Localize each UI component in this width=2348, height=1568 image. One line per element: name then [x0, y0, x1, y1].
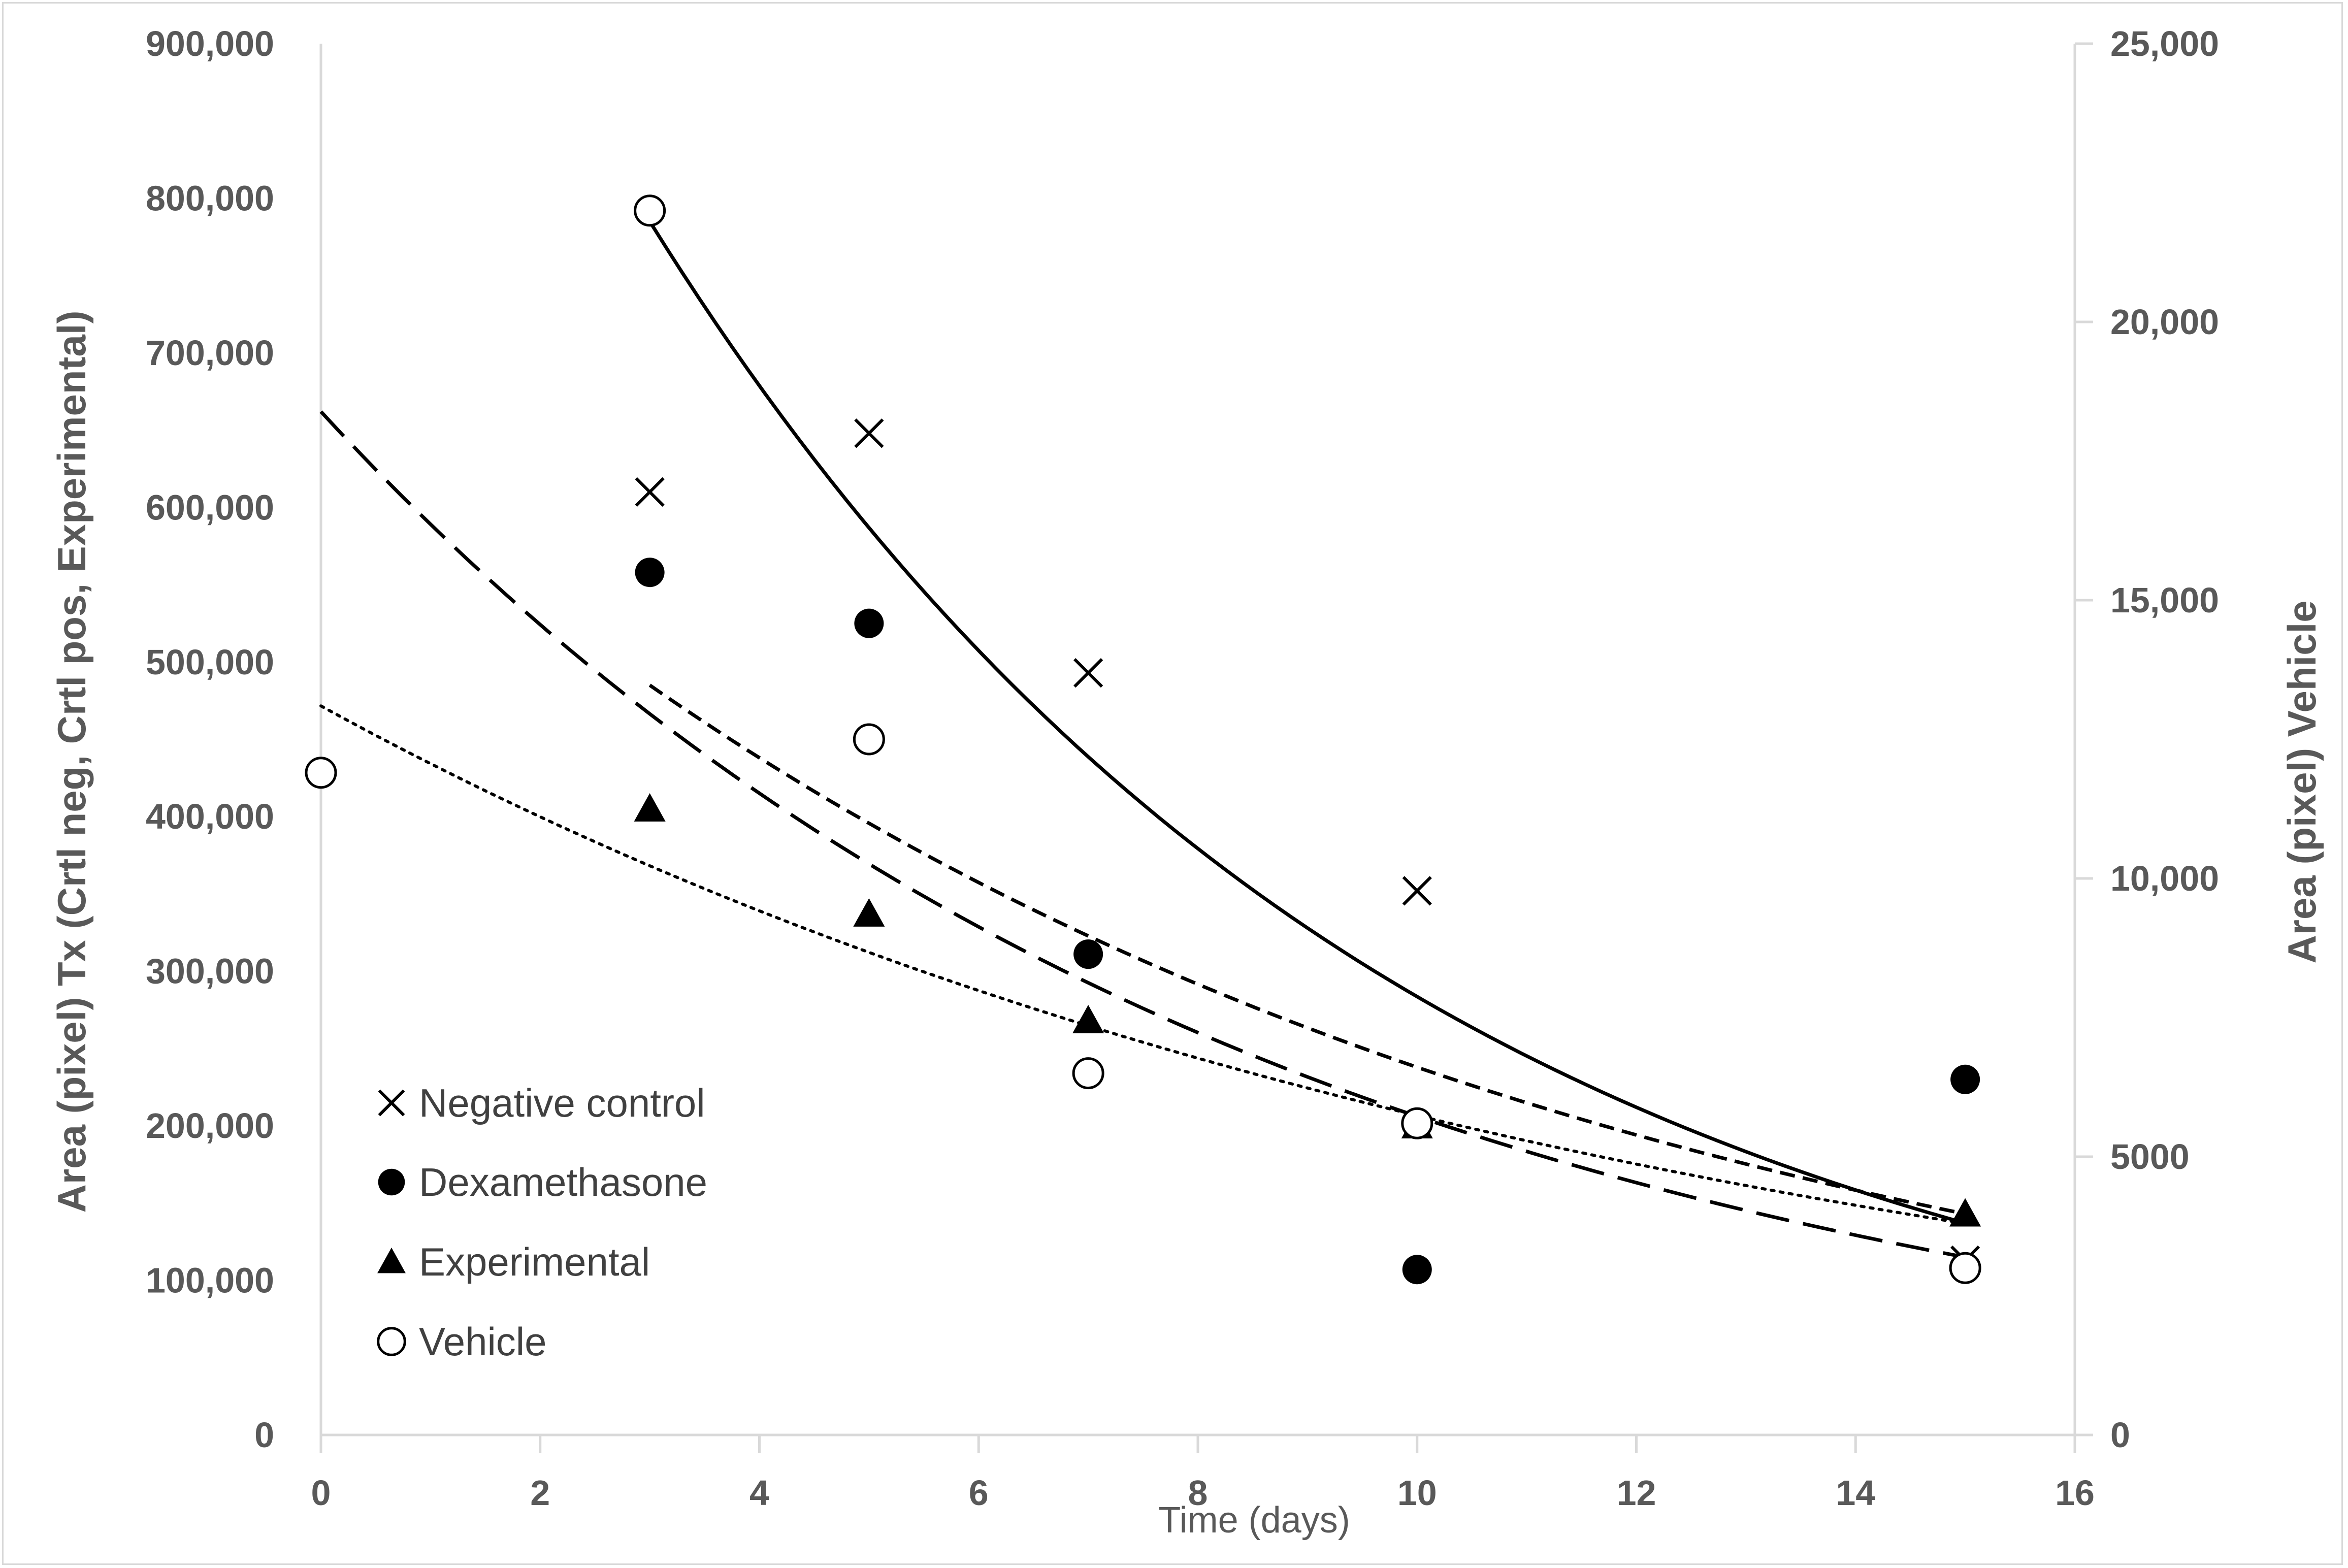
- point-vehicle: [1072, 1057, 1104, 1090]
- y-right-tick-label: 0: [2110, 1415, 2130, 1455]
- point-vehicle: [634, 194, 666, 227]
- data-markers: [305, 194, 1981, 1285]
- legend-item-vehicle: Vehicle: [377, 1319, 547, 1364]
- legend-item-negative-control: Negative control: [378, 1081, 705, 1125]
- point-dexamethasone: [1073, 939, 1103, 969]
- marker-stroke: [1073, 658, 1103, 688]
- point-dexamethasone: [635, 558, 665, 587]
- trendline-vehicle: [319, 704, 1967, 1225]
- trendlines: [319, 220, 1967, 1259]
- y-left-tick-label: 200,000: [146, 1106, 274, 1146]
- point-vehicle: [1401, 1107, 1433, 1139]
- legend-label-experimental: Experimental: [419, 1239, 650, 1284]
- legend-label-dexamethasone: Dexamethasone: [419, 1160, 707, 1204]
- y-right-tick-label: 10,000: [2110, 859, 2219, 898]
- x-tick-label: 8: [1188, 1473, 1208, 1513]
- legend: Negative control Dexamethasone Experimen…: [377, 1081, 707, 1364]
- legend-marker-shape: [377, 1248, 406, 1273]
- y-left-tick-label: 900,000: [146, 24, 274, 63]
- y-left-tick-label: 800,000: [146, 178, 274, 218]
- legend-label-vehicle: Vehicle: [419, 1319, 547, 1364]
- x-tick-label: 10: [1397, 1473, 1437, 1513]
- point-dexamethasone: [854, 608, 884, 638]
- trendline-experimental: [319, 410, 1966, 1259]
- y-right-tick-label: 25,000: [2110, 24, 2219, 63]
- y-left-tick-label: 0: [254, 1415, 274, 1455]
- point-experimental: [1949, 1198, 1981, 1227]
- point-dexamethasone: [1950, 1064, 1980, 1094]
- point-dexamethasone: [1402, 1255, 1432, 1285]
- x-tick-label: 4: [749, 1473, 769, 1513]
- y-left-tick-label: 300,000: [146, 952, 274, 991]
- x-tick-label: 6: [969, 1473, 989, 1513]
- point-negative-control: [854, 418, 884, 448]
- y-left-tick-label: 600,000: [146, 487, 274, 527]
- y-left-tick-label: 500,000: [146, 642, 274, 682]
- legend-marker-filled-triangle-icon: [377, 1248, 406, 1273]
- legend-marker-open-circle-icon: [377, 1327, 406, 1356]
- y-axis-right-label: Area (pixel) Vehicle: [2279, 600, 2324, 963]
- x-tick-label: 14: [1836, 1473, 1875, 1513]
- trendline-dexamethasone: [648, 683, 1966, 1216]
- point-experimental: [1072, 1005, 1104, 1033]
- x-tick-label: 16: [2055, 1473, 2095, 1513]
- axes: 0 100,000 200,000 300,000 400,000 500,000 600,…: [146, 24, 2219, 1513]
- y-left-tick-label: 400,000: [146, 797, 274, 836]
- marker-stroke: [854, 418, 884, 448]
- point-negative-control: [1402, 876, 1432, 906]
- y-left-tick-label: 700,000: [146, 333, 274, 373]
- point-vehicle: [853, 723, 885, 756]
- point-experimental: [853, 898, 885, 927]
- legend-item-experimental: Experimental: [377, 1239, 650, 1284]
- point-vehicle: [1949, 1252, 1981, 1284]
- marker-stroke: [378, 1089, 405, 1117]
- marker-stroke: [635, 477, 665, 507]
- legend-marker-filled-circle-icon: [378, 1168, 405, 1196]
- x-tick-label: 2: [530, 1473, 550, 1513]
- point-negative-control: [1073, 658, 1103, 688]
- x-tick-label: 12: [1617, 1473, 1656, 1513]
- legend-marker-shape: [378, 1168, 405, 1196]
- y-axis-left-label: Area (pixel) Tx (Crtl neg, Crtl pos, Exp…: [49, 310, 94, 1213]
- y-right-tick-label: 15,000: [2110, 580, 2219, 620]
- x-tick-label: 0: [311, 1473, 331, 1513]
- legend-marker-x-icon: [378, 1089, 405, 1117]
- x-axis-label: Time (days): [1158, 1500, 1350, 1541]
- marker-stroke: [1402, 876, 1432, 906]
- legend-item-dexamethasone: Dexamethasone: [378, 1160, 707, 1204]
- legend-marker-shape: [377, 1327, 406, 1356]
- y-left-tick-label: 100,000: [146, 1261, 274, 1300]
- y-right-tick-label: 20,000: [2110, 302, 2219, 342]
- point-negative-control: [635, 477, 665, 507]
- point-experimental: [634, 793, 666, 822]
- y-right-tick-label: 5000: [2110, 1137, 2190, 1177]
- point-vehicle: [305, 757, 337, 789]
- trendline-negative-control: [648, 220, 1966, 1225]
- legend-marker-shape: [378, 1089, 405, 1117]
- legend-label-negative-control: Negative control: [419, 1081, 705, 1125]
